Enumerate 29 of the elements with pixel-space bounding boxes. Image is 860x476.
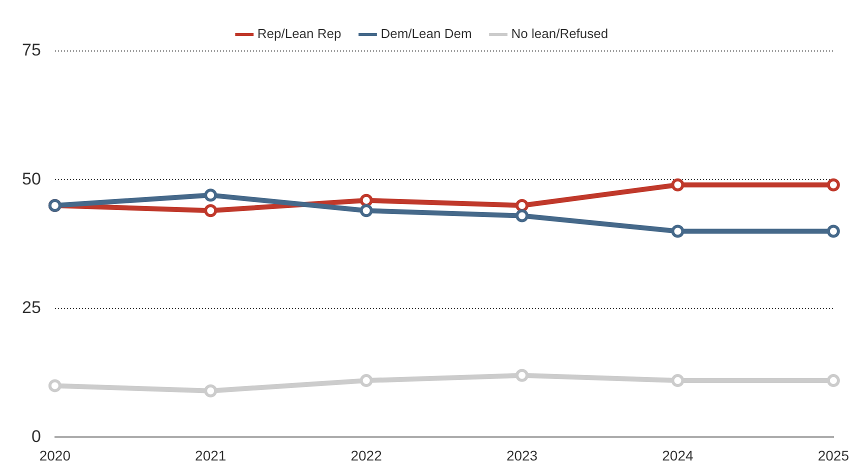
point [204, 384, 218, 398]
point [671, 224, 684, 238]
point [516, 209, 529, 222]
x-tick-label: 2021 [195, 447, 226, 464]
point [516, 368, 529, 382]
point [671, 374, 684, 388]
y-tick-label: 25 [22, 298, 41, 318]
legend-label: Rep/Lean Rep [257, 26, 342, 42]
x-tick-label: 2024 [662, 447, 694, 464]
legend-label: No lean/Refused [511, 26, 608, 42]
legend-label: Dem/Lean Dem [380, 26, 472, 42]
point [826, 224, 840, 238]
y-tick-label: 75 [22, 40, 41, 60]
point [671, 178, 684, 192]
y-tick-label: 0 [31, 426, 41, 446]
point [826, 178, 840, 192]
x-tick-label: 2022 [350, 447, 382, 464]
point [516, 198, 529, 212]
x-tick-label: 2020 [39, 447, 71, 464]
x-tick-label: 2023 [506, 447, 538, 464]
point [360, 374, 373, 388]
point [204, 188, 218, 202]
point [204, 204, 218, 218]
point [826, 374, 840, 388]
y-tick-label: 50 [22, 169, 41, 188]
point [360, 204, 373, 218]
x-tick-label: 2025 [818, 447, 850, 464]
point [360, 194, 373, 207]
point [48, 379, 62, 392]
